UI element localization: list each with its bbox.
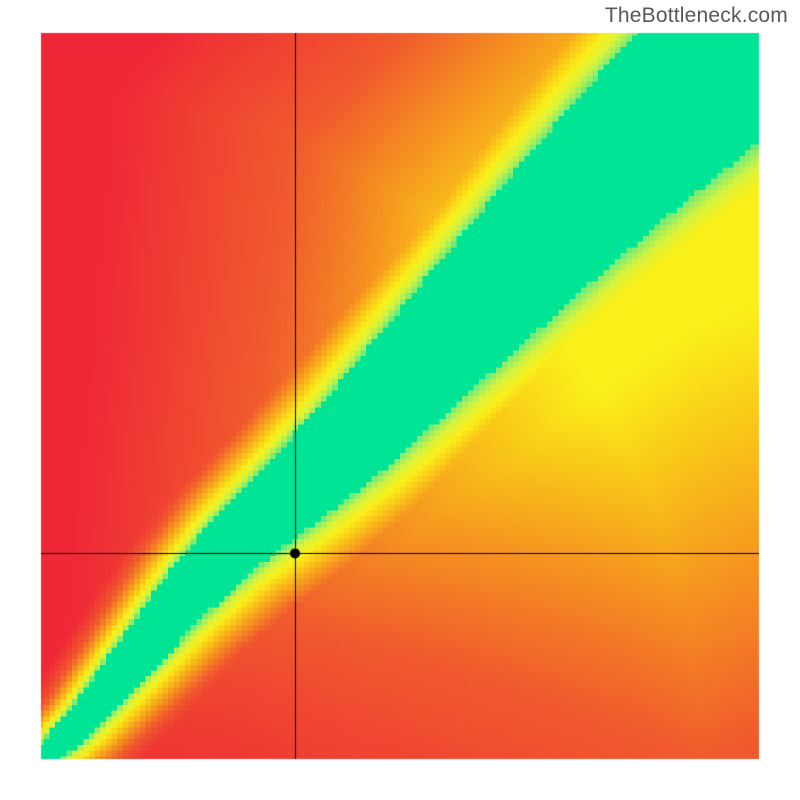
watermark-text: TheBottleneck.com bbox=[605, 4, 788, 28]
bottleneck-heatmap bbox=[38, 30, 762, 762]
chart-container: { "chart": { "type": "heatmap", "canvas_… bbox=[0, 0, 800, 800]
